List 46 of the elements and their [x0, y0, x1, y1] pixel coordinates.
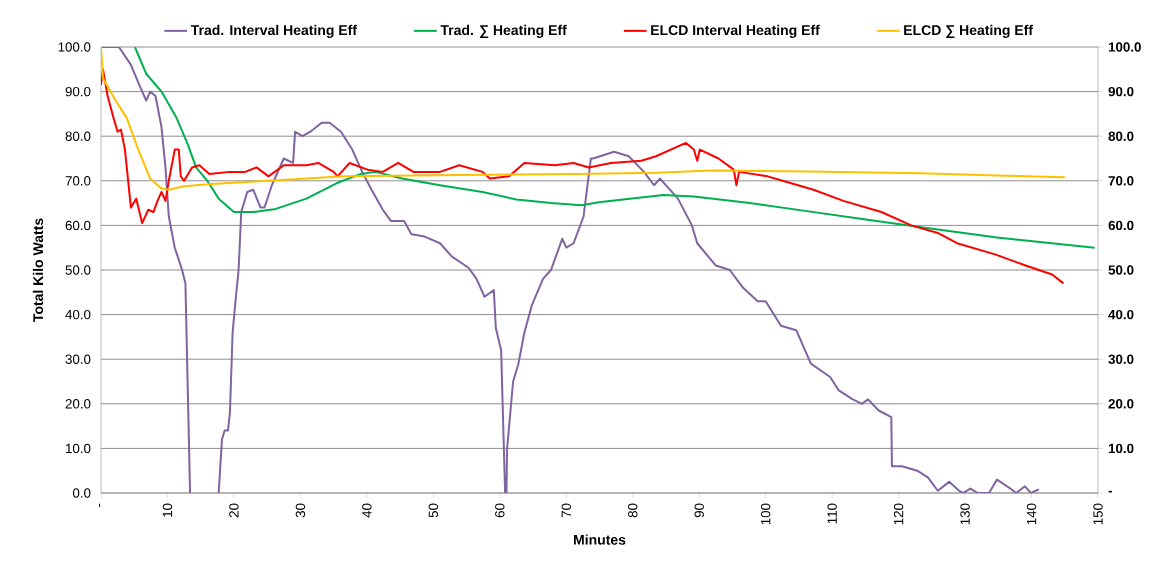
y2-tick-label: 70.0 [1108, 176, 1134, 186]
x-tick-label: 20 [229, 503, 239, 518]
y-tick-label: 10.0 [66, 443, 91, 454]
y-axis-title: Total Kilo Watts [32, 218, 44, 322]
x-tick-label: 150 [1093, 503, 1103, 525]
y-tick-label: 60.0 [65, 220, 91, 231]
y2-tick-label: 20.0 [1108, 399, 1134, 409]
y-tick-label: 30.0 [65, 354, 91, 364]
y2-tick-label: 90.0 [1108, 86, 1134, 97]
x-tick-label: 60 [495, 503, 505, 518]
x-tick-label: 30 [295, 503, 306, 518]
y2-tick-label: 50.0 [1108, 265, 1134, 275]
legend-label: ELCD Interval Heating Eff [651, 24, 820, 38]
x-tick-label: 90 [694, 503, 704, 518]
y-tick-label: 20.0 [65, 399, 91, 409]
line-series [101, 68, 1065, 285]
y-tick-label: 100.0 [58, 42, 91, 52]
y-tick-label: 70.0 [65, 176, 91, 186]
y2-tick-label: 10.0 [1108, 443, 1134, 454]
x-tick-label: 10 [162, 503, 173, 517]
x-axis-title: Minutes [574, 534, 626, 545]
legend-label: Trad. Interval Heating Eff [190, 24, 357, 38]
x-tick-label: 140 [1026, 503, 1037, 525]
x-tick-label: 120 [893, 503, 904, 525]
y-tick-label: 50.0 [65, 265, 91, 275]
x-tick-label: 80 [628, 503, 638, 518]
x-tick-label: 110 [827, 503, 837, 524]
y-tick-label: 90.0 [65, 86, 91, 97]
y-tick-label: 80.0 [65, 131, 91, 141]
legend-label: Trad. ∑ Heating Eff [440, 24, 567, 39]
y2-tick-label: 80.0 [1108, 131, 1134, 141]
y-tick-label: 0.0 [72, 488, 91, 498]
line-series [133, 47, 1096, 249]
y-tick-label: 40.0 [65, 309, 91, 320]
y2-tick-label: 40.0 [1108, 309, 1134, 320]
legend-label: ELCD ∑ Heating Eff [904, 24, 1034, 39]
x-tick-label: 100 [760, 503, 771, 525]
y2-tick-label: 100.0 [1108, 42, 1141, 52]
x-tick-label: - [98, 503, 101, 507]
y2-tick-label: 30.0 [1108, 354, 1134, 364]
x-tick-label: 70 [561, 503, 571, 518]
x-tick-label: 40 [362, 503, 372, 518]
x-tick-label: 50 [428, 503, 439, 518]
y2-tick-label: 60.0 [1108, 220, 1134, 231]
x-tick-label: 130 [960, 503, 970, 525]
y2-tick-label: - [1108, 490, 1112, 493]
